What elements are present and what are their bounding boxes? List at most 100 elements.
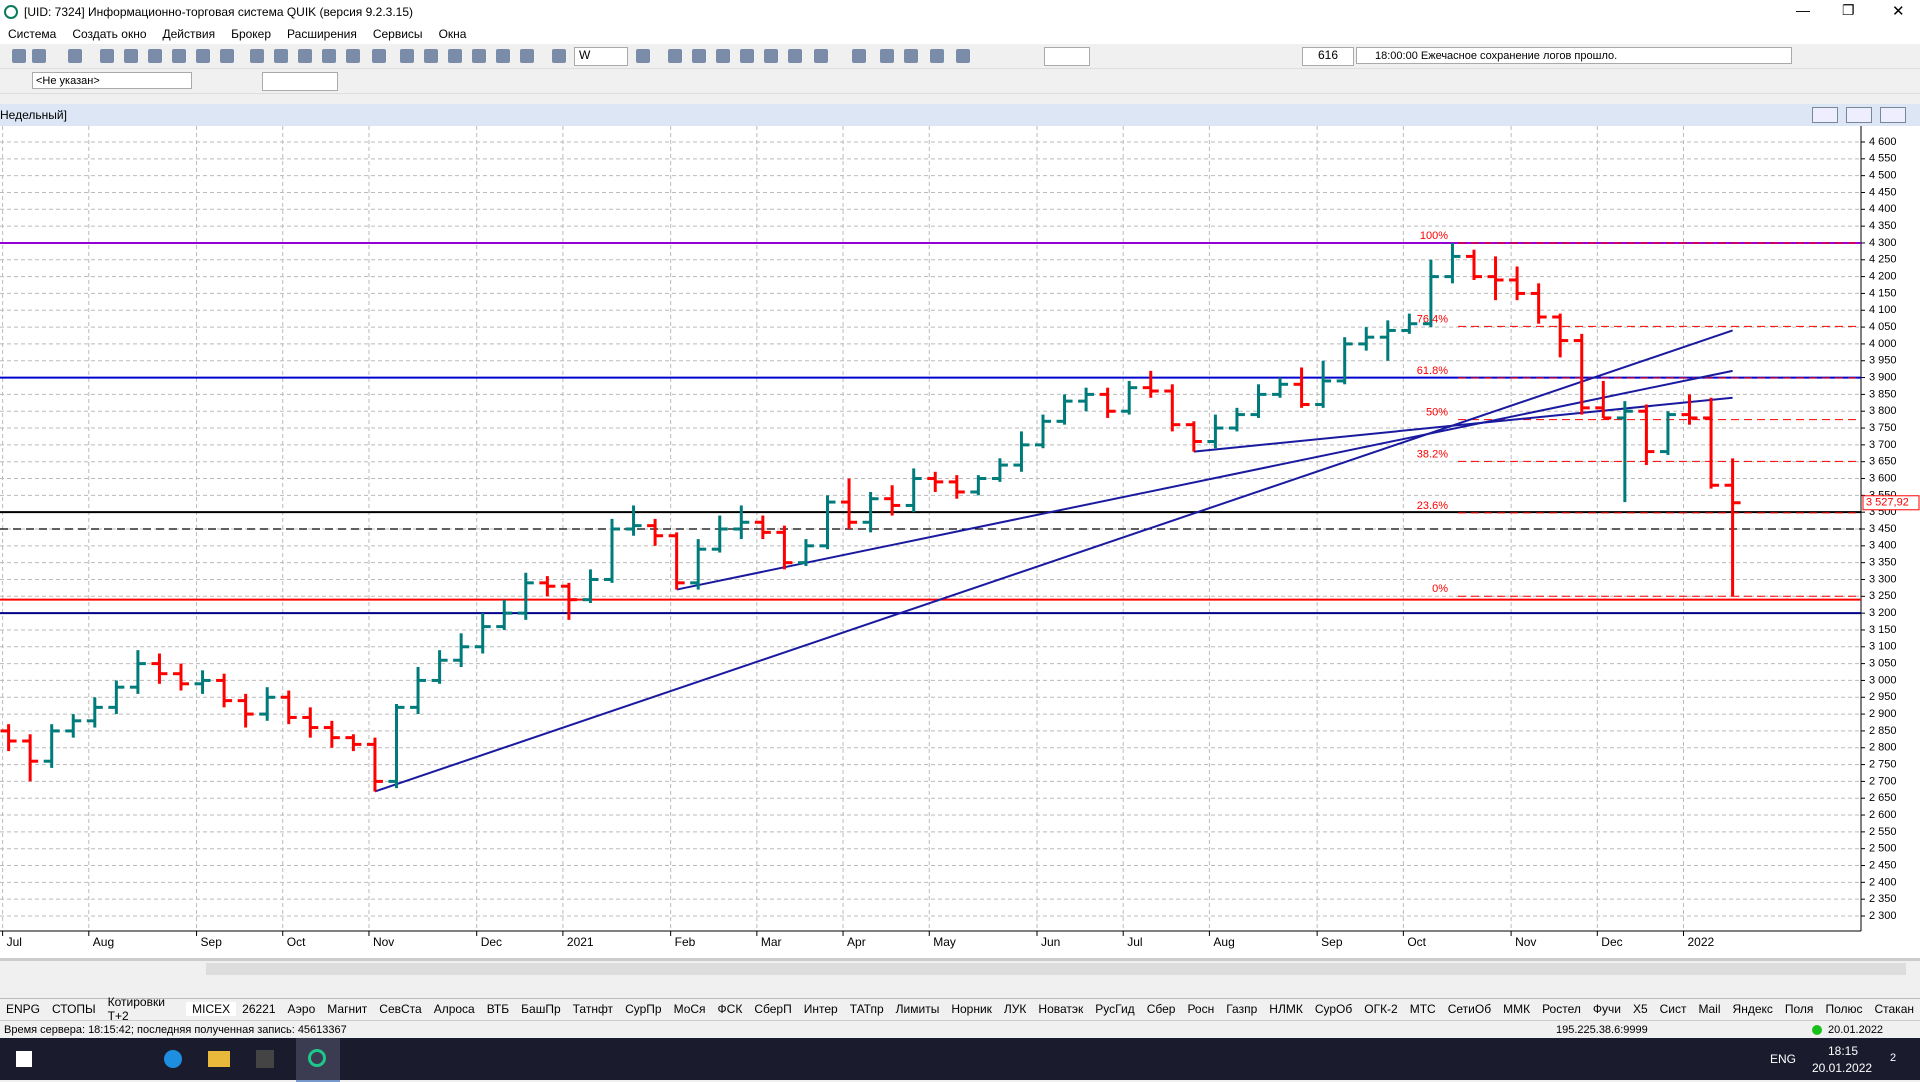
tab[interactable]: Поля bbox=[1784, 1002, 1814, 1016]
tab[interactable]: Яндекс bbox=[1732, 1002, 1773, 1016]
tab[interactable]: БашПр bbox=[521, 1002, 561, 1016]
close[interactable]: ✕ bbox=[1892, 3, 1905, 20]
toolbar-icon[interactable] bbox=[852, 49, 866, 63]
toolbar-icon[interactable] bbox=[322, 49, 336, 63]
tab[interactable]: Стакан bbox=[1874, 1002, 1914, 1016]
menu-item[interactable]: Действия bbox=[162, 27, 216, 41]
tab[interactable]: Полюс bbox=[1825, 1002, 1863, 1016]
toolbar-icon[interactable] bbox=[880, 49, 894, 63]
tab[interactable]: Котировки Т+2 bbox=[107, 995, 165, 1023]
connect-button[interactable] bbox=[1044, 47, 1090, 66]
toolbar-icon[interactable] bbox=[68, 49, 82, 63]
tab[interactable]: Фучи bbox=[1592, 1002, 1621, 1016]
explorer-icon[interactable] bbox=[208, 1051, 230, 1067]
toolbar-icon[interactable] bbox=[12, 49, 26, 63]
language[interactable]: ENG bbox=[1770, 1052, 1797, 1066]
toolbar-icon[interactable] bbox=[448, 49, 462, 63]
menu-item[interactable]: Брокер bbox=[231, 27, 272, 41]
tab[interactable]: Mail bbox=[1698, 1002, 1721, 1016]
toolbar-icon[interactable] bbox=[172, 49, 186, 63]
tab[interactable]: MICEX bbox=[186, 1002, 237, 1016]
toolbar-icon[interactable] bbox=[636, 49, 650, 63]
edge-icon[interactable] bbox=[164, 1050, 182, 1068]
interval-select[interactable]: W bbox=[574, 47, 628, 66]
tab[interactable]: ММК bbox=[1503, 1002, 1531, 1016]
tab[interactable]: МоСя bbox=[673, 1002, 706, 1016]
minimize[interactable]: — bbox=[1796, 2, 1810, 18]
toolbar-icon[interactable] bbox=[250, 49, 264, 63]
tab[interactable]: 26221 bbox=[242, 1002, 276, 1016]
mdi-minimize[interactable] bbox=[1812, 107, 1838, 123]
tab[interactable]: ЛУК bbox=[1003, 1002, 1027, 1016]
tab[interactable]: ОГК-2 bbox=[1364, 1002, 1398, 1016]
toolbar-icon[interactable] bbox=[904, 49, 918, 63]
toolbar-icon[interactable] bbox=[424, 49, 438, 63]
horizontal-scrollbar[interactable] bbox=[0, 960, 1920, 977]
tab[interactable]: Аэро bbox=[287, 1002, 316, 1016]
toolbar-icon[interactable] bbox=[298, 49, 312, 63]
toolbar-icon[interactable] bbox=[220, 49, 234, 63]
toolbar-icon[interactable] bbox=[400, 49, 414, 63]
tab[interactable]: СурПр bbox=[625, 1002, 662, 1016]
menu-item[interactable]: Сервисы bbox=[372, 27, 423, 41]
search-box[interactable] bbox=[262, 72, 338, 91]
store-icon[interactable] bbox=[256, 1050, 274, 1068]
mdi-restore[interactable] bbox=[1846, 107, 1872, 123]
scroll-thumb[interactable] bbox=[206, 963, 1906, 975]
toolbar-icon[interactable] bbox=[496, 49, 510, 63]
toolbar-icon[interactable] bbox=[668, 49, 682, 63]
toolbar-icon[interactable] bbox=[196, 49, 210, 63]
quik-task[interactable] bbox=[296, 1038, 340, 1082]
toolbar-icon[interactable] bbox=[930, 49, 944, 63]
tab[interactable]: МТС bbox=[1409, 1002, 1436, 1016]
toolbar-icon[interactable] bbox=[372, 49, 386, 63]
message-box[interactable]: 18:00:00 Ежечасное сохранение логов прош… bbox=[1356, 47, 1792, 64]
account-select[interactable]: <Не указан> bbox=[32, 72, 192, 89]
tab[interactable]: Росн bbox=[1187, 1002, 1215, 1016]
tab[interactable]: Татнфт bbox=[572, 1002, 614, 1016]
tab[interactable]: НЛМК bbox=[1269, 1002, 1303, 1016]
tab[interactable]: Газпр bbox=[1226, 1002, 1258, 1016]
notifications[interactable]: 2 bbox=[1890, 1052, 1897, 1064]
tab[interactable]: Ростел bbox=[1542, 1002, 1581, 1016]
tab[interactable]: СберП bbox=[754, 1002, 792, 1016]
tab[interactable]: Лимиты bbox=[895, 1002, 940, 1016]
start-button[interactable] bbox=[16, 1051, 32, 1067]
toolbar-icon[interactable] bbox=[956, 49, 970, 63]
tab[interactable]: ФСК bbox=[717, 1002, 743, 1016]
toolbar-icon[interactable] bbox=[274, 49, 288, 63]
toolbar-icon[interactable] bbox=[124, 49, 138, 63]
toolbar-icon[interactable] bbox=[814, 49, 828, 63]
tab[interactable]: Сбер bbox=[1146, 1002, 1176, 1016]
tab[interactable]: Сист bbox=[1659, 1002, 1687, 1016]
toolbar-icon[interactable] bbox=[520, 49, 534, 63]
tab[interactable]: Алроса bbox=[433, 1002, 475, 1016]
tab[interactable]: СетиОб bbox=[1447, 1002, 1492, 1016]
tab[interactable]: X5 bbox=[1632, 1002, 1648, 1016]
menu-item[interactable]: Создать окно bbox=[72, 27, 147, 41]
maximize[interactable]: ❐ bbox=[1842, 2, 1855, 18]
menu-item[interactable]: Окна bbox=[438, 27, 467, 41]
menu-item[interactable]: Расширения bbox=[287, 27, 357, 41]
toolbar-icon[interactable] bbox=[764, 49, 778, 63]
mdi-close[interactable] bbox=[1880, 107, 1906, 123]
tab[interactable]: Новатэк bbox=[1038, 1002, 1084, 1016]
tab[interactable]: ТАТпр bbox=[849, 1002, 884, 1016]
toolbar-icon[interactable] bbox=[788, 49, 802, 63]
tab[interactable]: ENPG bbox=[6, 1002, 41, 1016]
tab[interactable]: ВТБ bbox=[486, 1002, 510, 1016]
toolbar-icon[interactable] bbox=[716, 49, 730, 63]
tab[interactable]: Интер bbox=[803, 1002, 838, 1016]
toolbar-icon[interactable] bbox=[740, 49, 754, 63]
tab[interactable]: СурОб bbox=[1314, 1002, 1353, 1016]
tab[interactable]: Норник bbox=[951, 1002, 992, 1016]
tab[interactable]: РусГид bbox=[1095, 1002, 1135, 1016]
toolbar-icon[interactable] bbox=[100, 49, 114, 63]
toolbar-icon[interactable] bbox=[692, 49, 706, 63]
toolbar-icon[interactable] bbox=[472, 49, 486, 63]
tab[interactable]: Магнит bbox=[327, 1002, 368, 1016]
tab[interactable]: СевСта bbox=[379, 1002, 422, 1016]
menu-item[interactable]: Система bbox=[8, 27, 57, 41]
tab[interactable]: СТОПЫ bbox=[52, 1002, 96, 1016]
toolbar-icon[interactable] bbox=[32, 49, 46, 63]
